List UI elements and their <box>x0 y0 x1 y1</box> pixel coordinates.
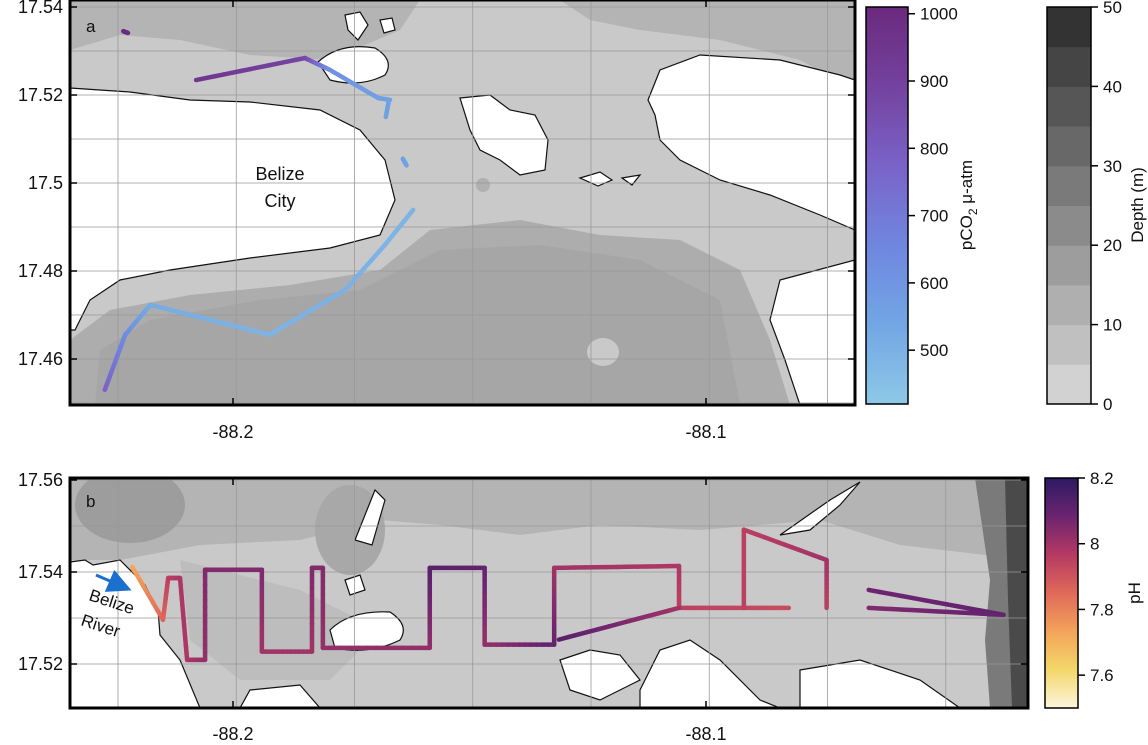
colorbar-tick-label: 8 <box>1090 535 1099 554</box>
depth-level-bin <box>1047 364 1091 405</box>
colorbar-tick-label: 40 <box>1103 77 1122 96</box>
belize-city-label-2: City <box>265 191 296 211</box>
pco2-colorbar: 500 600 700 800 900 1000 pCO2 μ-atm <box>865 5 980 405</box>
ph-colorbar: 7.6 7.8 8 8.2 pH <box>1044 469 1144 709</box>
panel-b-frame <box>68 476 1030 710</box>
depth-contour-deep <box>1005 478 1028 708</box>
colorbar-tick-label: 10 <box>1103 316 1122 335</box>
depth-colorbar-label: Depth (m) <box>1128 167 1147 243</box>
shoal <box>587 338 619 366</box>
panel-b-axes: -88.2 -88.1 17.52 17.54 17.56 <box>18 470 1028 744</box>
land-island <box>799 659 962 708</box>
y-tick-label: 17.52 <box>18 654 63 674</box>
land-island <box>559 649 641 701</box>
depth-contour <box>560 0 855 90</box>
grid-lines <box>70 478 1028 708</box>
colorbar-tick-label: 0 <box>1103 395 1112 414</box>
colorbar-tick-label: 30 <box>1103 157 1122 176</box>
depth-level-bin <box>1047 284 1091 326</box>
land-island <box>459 94 549 176</box>
panel-b-label: b <box>86 492 95 511</box>
colorbar-tick-label: 50 <box>1103 0 1122 17</box>
colorbar-tick-label: 500 <box>920 341 948 360</box>
x-tick-label: -88.1 <box>685 724 726 744</box>
y-tick-label: 17.54 <box>18 562 63 582</box>
panel-a-map <box>70 0 855 405</box>
depth-contour <box>70 0 420 60</box>
ph-colorbar-label: pH <box>1125 582 1144 604</box>
depth-level-bin <box>1047 165 1091 206</box>
depth-level-bin <box>1047 205 1091 246</box>
depth-level-bin <box>1047 7 1091 48</box>
depth-colorbar: 0 10 20 30 40 50 Depth (m) <box>1046 0 1147 414</box>
track-segment <box>408 207 416 216</box>
ph-track <box>130 527 1006 663</box>
land-coast-right <box>769 259 855 405</box>
colorbar-tick-label: 1000 <box>920 5 958 24</box>
depth-level-bin <box>1047 46 1091 87</box>
panel-a-label: a <box>86 17 96 36</box>
depth-level-bin <box>1047 324 1091 365</box>
belize-city-label-1: Belize <box>255 164 304 184</box>
colorbar-tick-label: 8.2 <box>1090 469 1114 488</box>
grid-lines <box>70 0 855 405</box>
depth-contour <box>95 245 740 405</box>
land-island <box>239 684 321 708</box>
colorbar-tick-label: 900 <box>920 72 948 91</box>
land-island <box>647 54 855 231</box>
panel-a-frame <box>68 0 857 407</box>
river-arrow-icon <box>95 569 132 592</box>
y-tick-label: 17.46 <box>18 349 63 369</box>
colorbar-tick-label: 20 <box>1103 236 1122 255</box>
y-tick-label: 17.5 <box>28 173 63 193</box>
x-tick-label: -88.2 <box>212 422 253 442</box>
land-island <box>639 639 781 708</box>
x-tick-label: -88.2 <box>212 724 253 744</box>
depth-level-bin <box>1047 245 1091 286</box>
pco2-track <box>102 28 416 393</box>
y-tick-label: 17.56 <box>18 470 63 490</box>
track-segment <box>666 605 682 613</box>
panel-a-axes: -88.2 -88.1 17.46 17.48 17.5 17.52 17.54 <box>18 0 855 442</box>
depth-spot <box>476 178 490 192</box>
colorbar-tick-label: 700 <box>920 207 948 226</box>
land-mainland <box>70 87 396 331</box>
land-island <box>779 481 861 536</box>
depth-level-bin <box>1047 86 1091 127</box>
colorbar-tick-label: 7.6 <box>1090 666 1114 685</box>
pco2-colorbar-label: pCO2 μ-atm <box>957 160 980 250</box>
land-island <box>344 11 396 41</box>
y-tick-label: 17.52 <box>18 85 63 105</box>
depth-spot <box>75 478 185 543</box>
y-tick-label: 17.54 <box>18 0 63 17</box>
depth-level-bin <box>1047 126 1091 167</box>
colorbar-tick-label: 7.8 <box>1090 600 1114 619</box>
colorbar-tick-label: 800 <box>920 139 948 158</box>
track-segment <box>866 605 883 611</box>
land-island <box>344 488 386 596</box>
colorbar-tick-label: 600 <box>920 274 948 293</box>
depth-contour <box>70 478 1028 560</box>
x-tick-label: -88.1 <box>685 422 726 442</box>
panel-b-map <box>70 478 1028 708</box>
y-tick-label: 17.48 <box>18 261 63 281</box>
